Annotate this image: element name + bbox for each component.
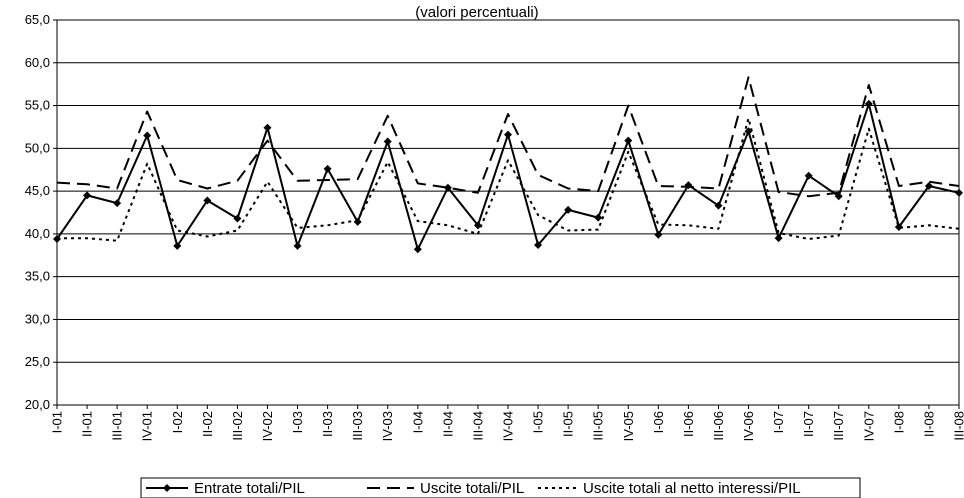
y-tick-label: 40,0 bbox=[25, 226, 50, 241]
y-tick-label: 20,0 bbox=[25, 397, 50, 412]
data-point bbox=[504, 130, 512, 139]
data-point bbox=[684, 181, 693, 190]
x-tick-label: IV-01 bbox=[140, 411, 155, 441]
legend-label-0: Entrate totali/PIL bbox=[194, 480, 305, 497]
series-lines bbox=[53, 76, 963, 254]
data-point bbox=[924, 181, 933, 190]
y-tick-label: 50,0 bbox=[25, 140, 50, 155]
legend: Entrate totali/PIL Uscite totali/PIL Uscit… bbox=[140, 477, 861, 498]
data-point bbox=[443, 183, 452, 192]
x-tick-label: I-04 bbox=[410, 411, 425, 433]
x-tick-label: I-05 bbox=[531, 411, 546, 433]
series-line-0 bbox=[56, 102, 960, 251]
x-tick-label: I-03 bbox=[290, 411, 305, 433]
x-tick-label: IV-04 bbox=[501, 411, 516, 441]
data-point bbox=[53, 235, 61, 244]
axes: 20,0 25,0 30,0 35,0 40,0 45,0 50,0 55,0 60,0 65,0… bbox=[25, 12, 964, 441]
data-point bbox=[714, 201, 723, 210]
y-tick-label: 60,0 bbox=[25, 55, 50, 70]
data-point bbox=[323, 164, 332, 173]
legend-label-1: Uscite totali/PIL bbox=[420, 480, 524, 497]
x-tick-label: I-07 bbox=[771, 411, 786, 433]
y-tick-label: 30,0 bbox=[25, 311, 50, 326]
data-point bbox=[564, 205, 573, 214]
x-tick-label: IV-06 bbox=[741, 411, 756, 441]
x-tick-label: II-05 bbox=[561, 411, 576, 437]
data-point bbox=[744, 127, 753, 136]
x-tick-label: III-06 bbox=[711, 411, 726, 441]
data-point bbox=[804, 171, 813, 180]
y-tick-label: 45,0 bbox=[25, 183, 50, 198]
data-point bbox=[293, 241, 302, 250]
x-tick-label: I-08 bbox=[891, 411, 906, 433]
data-point bbox=[894, 223, 903, 232]
data-point bbox=[654, 230, 663, 239]
x-tick-label: II-07 bbox=[801, 411, 816, 437]
x-tick-label: II-08 bbox=[921, 411, 936, 437]
x-tick-label: II-04 bbox=[440, 411, 455, 437]
x-tick-label: IV-02 bbox=[260, 411, 275, 441]
x-tick-label: IV-05 bbox=[621, 411, 636, 441]
chart-subtitle: (valori percentuali) bbox=[415, 4, 538, 21]
y-tick-label: 25,0 bbox=[25, 354, 50, 369]
data-point bbox=[113, 199, 122, 208]
y-tick-label: 55,0 bbox=[25, 98, 50, 113]
data-point bbox=[83, 191, 92, 200]
x-tick-label: III-04 bbox=[470, 411, 485, 441]
x-tick-label: III-02 bbox=[230, 411, 245, 441]
gridlines bbox=[57, 19, 959, 406]
x-tick-label: III-01 bbox=[110, 411, 125, 441]
data-point bbox=[834, 192, 843, 201]
legend-marker bbox=[163, 484, 171, 492]
y-tick-label: 65,0 bbox=[25, 12, 50, 27]
data-point bbox=[473, 221, 482, 230]
x-tick-label: III-07 bbox=[831, 411, 846, 441]
x-tick-label: III-03 bbox=[350, 411, 365, 441]
data-point bbox=[864, 99, 873, 108]
x-tick-label: II-03 bbox=[320, 411, 335, 437]
data-point bbox=[594, 213, 603, 222]
legend-box bbox=[140, 477, 861, 498]
x-tick-label: III-08 bbox=[952, 411, 964, 441]
data-point bbox=[534, 241, 543, 250]
series-line-1 bbox=[56, 76, 960, 198]
data-point bbox=[203, 196, 212, 205]
x-tick-label: I-06 bbox=[651, 411, 666, 433]
x-tick-label: II-02 bbox=[200, 411, 215, 437]
x-tick-label: I-01 bbox=[50, 411, 65, 433]
x-tick-label: II-01 bbox=[80, 411, 95, 437]
data-point bbox=[173, 241, 182, 250]
data-point bbox=[774, 234, 783, 243]
x-tick-label: II-06 bbox=[681, 411, 696, 437]
data-point bbox=[955, 188, 963, 197]
data-point bbox=[413, 245, 422, 254]
x-tick-label: I-02 bbox=[170, 411, 185, 433]
legend-label-2: Uscite totali al netto interessi/PIL bbox=[583, 480, 801, 497]
data-point bbox=[263, 123, 272, 132]
y-tick-label: 35,0 bbox=[25, 269, 50, 284]
series-line-2 bbox=[57, 117, 960, 242]
data-point bbox=[353, 217, 362, 226]
x-tick-label: IV-03 bbox=[380, 411, 395, 441]
data-point bbox=[143, 131, 152, 140]
x-tick-label: IV-07 bbox=[861, 411, 876, 441]
data-point bbox=[233, 214, 242, 223]
data-point bbox=[624, 136, 633, 145]
x-tick-label: III-05 bbox=[591, 411, 606, 441]
data-point bbox=[383, 137, 392, 146]
